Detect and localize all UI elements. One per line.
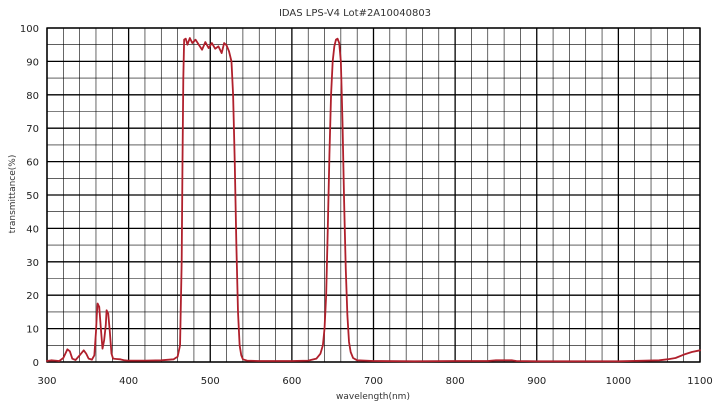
x-tick-label: 500 (201, 376, 220, 387)
plot-area (46, 37, 701, 363)
x-tick-label: 800 (446, 376, 465, 387)
x-tick-label: 1100 (687, 376, 712, 387)
chart-grid (46, 27, 701, 363)
chart-title: IDAS LPS-V4 Lot#2A10040803 (279, 8, 431, 19)
x-tick-label: 700 (364, 376, 383, 387)
y-axis-ticks: 0 10 20 30 40 50 60 70 80 90 100 (20, 24, 39, 369)
transmittance-curve (46, 37, 701, 363)
x-axis-ticks: 300 400 500 600 700 800 900 1000 1100 (37, 376, 712, 387)
x-tick-label: 600 (282, 376, 301, 387)
plot-frame (46, 27, 701, 363)
y-tick-label: 70 (26, 124, 39, 135)
x-tick-label: 400 (119, 376, 138, 387)
x-tick-label: 300 (37, 376, 56, 387)
y-tick-label: 100 (20, 24, 39, 35)
x-axis-label: wavelength(nm) (336, 392, 410, 402)
y-tick-label: 80 (26, 91, 39, 102)
y-tick-label: 10 (26, 325, 39, 336)
y-axis-label: transmittance(%) (8, 155, 18, 234)
x-tick-label: 1000 (606, 376, 631, 387)
y-tick-label: 30 (26, 258, 39, 269)
y-tick-label: 50 (26, 191, 39, 202)
y-tick-label: 60 (26, 158, 39, 169)
y-tick-label: 0 (33, 358, 39, 369)
y-tick-label: 40 (26, 224, 39, 235)
x-tick-label: 900 (527, 376, 546, 387)
y-tick-label: 20 (26, 291, 39, 302)
y-tick-label: 90 (26, 57, 39, 68)
